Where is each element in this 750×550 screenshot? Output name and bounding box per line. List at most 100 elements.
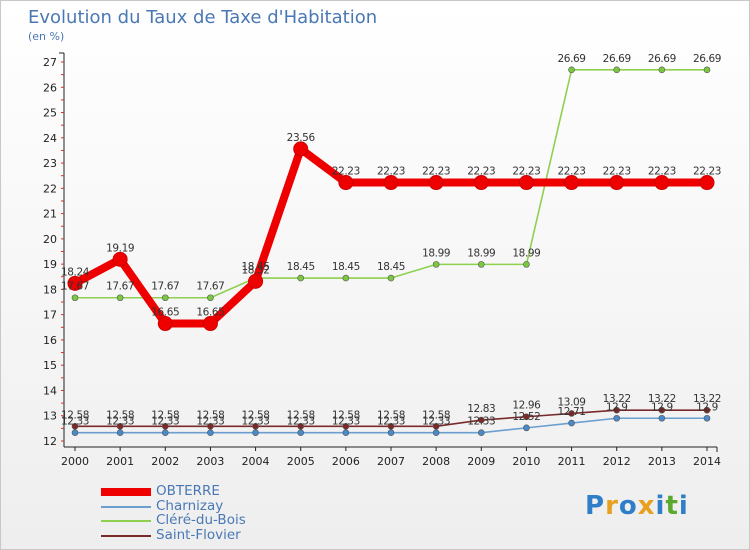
data-point — [342, 429, 350, 436]
data-label: 19.19 — [106, 242, 134, 254]
logo-letter: i — [678, 491, 689, 521]
data-point — [207, 429, 214, 436]
data-label: 22.23 — [512, 166, 540, 178]
data-label: 18.99 — [422, 247, 450, 259]
data-label: 12.33 — [106, 416, 134, 428]
legend-swatch — [101, 520, 151, 522]
data-label: 12.33 — [332, 416, 360, 428]
data-point — [248, 273, 264, 289]
legend-label: Cléré-du-Bois — [156, 512, 246, 528]
x-tick-label: 2011 — [558, 455, 586, 468]
data-point — [112, 251, 128, 267]
data-label: 12.96 — [512, 400, 541, 412]
data-label: 12.58 — [151, 409, 179, 421]
data-point — [202, 316, 218, 332]
data-point — [477, 416, 485, 424]
data-label: 12.33 — [377, 416, 405, 428]
data-label: 23.56 — [287, 132, 316, 144]
data-point — [71, 429, 79, 436]
data-point — [387, 274, 395, 282]
data-label: 12.33 — [467, 416, 495, 428]
data-point — [473, 175, 489, 191]
logo-letter: o — [618, 491, 638, 521]
data-label: 18.45 — [377, 261, 405, 273]
legend-item: Saint-Flovier — [101, 526, 401, 544]
y-tick-label: 20 — [43, 233, 57, 246]
data-point — [609, 175, 625, 191]
y-tick-label: 17 — [43, 309, 57, 322]
y-tick-label: 18 — [43, 283, 57, 296]
legend-item: Charnizay — [101, 498, 401, 515]
data-label: 18.45 — [332, 261, 360, 273]
data-point — [342, 274, 350, 282]
data-label: 17.67 — [196, 281, 224, 293]
y-tick-label: 27 — [43, 56, 57, 69]
legend-swatch — [101, 488, 151, 496]
data-label: 12.58 — [287, 409, 315, 421]
data-point — [428, 175, 444, 191]
data-label: 22.23 — [332, 166, 360, 178]
data-label: 22.23 — [467, 166, 495, 178]
x-tick-label: 2014 — [693, 455, 721, 468]
data-label: 13.22 — [648, 393, 676, 405]
data-label: 16.65 — [196, 307, 224, 319]
data-point — [338, 175, 354, 191]
data-label: 12.58 — [61, 409, 89, 421]
data-point — [477, 261, 485, 268]
data-point — [116, 294, 124, 302]
data-point — [157, 316, 173, 332]
data-label: 12.71 — [558, 406, 586, 418]
x-tick-label: 2010 — [512, 455, 540, 468]
data-label: 12.33 — [242, 416, 270, 428]
data-label: 12.33 — [422, 416, 450, 428]
data-point — [342, 423, 350, 430]
data-point — [523, 261, 530, 268]
legend-label: OBTERRE — [156, 483, 220, 499]
data-label: 18.45 — [242, 261, 270, 273]
data-point — [613, 414, 621, 422]
unit-label: (en %) — [28, 30, 65, 43]
data-label: 13.22 — [603, 393, 631, 405]
data-point — [71, 294, 79, 302]
data-label: 22.23 — [693, 166, 721, 178]
data-point — [207, 423, 214, 430]
data-point — [568, 66, 575, 74]
data-point — [613, 66, 621, 74]
x-tick-label: 2008 — [422, 455, 450, 468]
x-tick-label: 2012 — [603, 455, 631, 468]
data-label: 12.9 — [696, 401, 718, 413]
logo-letter: x — [637, 491, 656, 521]
data-label: 22.23 — [603, 166, 631, 178]
data-point — [293, 141, 309, 157]
x-tick-label: 2013 — [648, 455, 676, 468]
legend-label: Saint-Flovier — [156, 526, 241, 543]
legend-item: Cléré-du-Bois — [101, 512, 401, 529]
data-point — [564, 175, 580, 191]
data-label: 18.99 — [512, 247, 540, 259]
x-tick-label: 2001 — [106, 455, 134, 468]
data-label: 12.58 — [106, 409, 134, 421]
y-tick-label: 24 — [43, 132, 57, 145]
y-tick-label: 22 — [43, 182, 57, 195]
data-point — [116, 423, 124, 430]
data-label: 26.69 — [603, 53, 631, 65]
data-point — [432, 261, 440, 268]
data-label: 12.9 — [651, 401, 673, 413]
data-label: 22.23 — [558, 166, 586, 178]
data-label: 26.69 — [693, 53, 721, 65]
data-label: 13.09 — [558, 396, 586, 408]
y-tick-label: 19 — [43, 258, 57, 271]
data-label: 12.83 — [467, 403, 495, 415]
data-point — [432, 423, 440, 430]
x-tick-label: 2005 — [287, 455, 315, 468]
proxiti-logo: Proxiti — [585, 491, 689, 521]
data-label: 12.33 — [196, 416, 224, 428]
data-label: 12.33 — [151, 416, 179, 428]
data-label: 13.22 — [693, 393, 721, 405]
chart-title: Evolution du Taux de Taxe d'Habitation — [28, 7, 378, 28]
data-label: 12.52 — [512, 411, 540, 423]
data-point — [613, 406, 621, 414]
legend-swatch — [101, 505, 151, 508]
